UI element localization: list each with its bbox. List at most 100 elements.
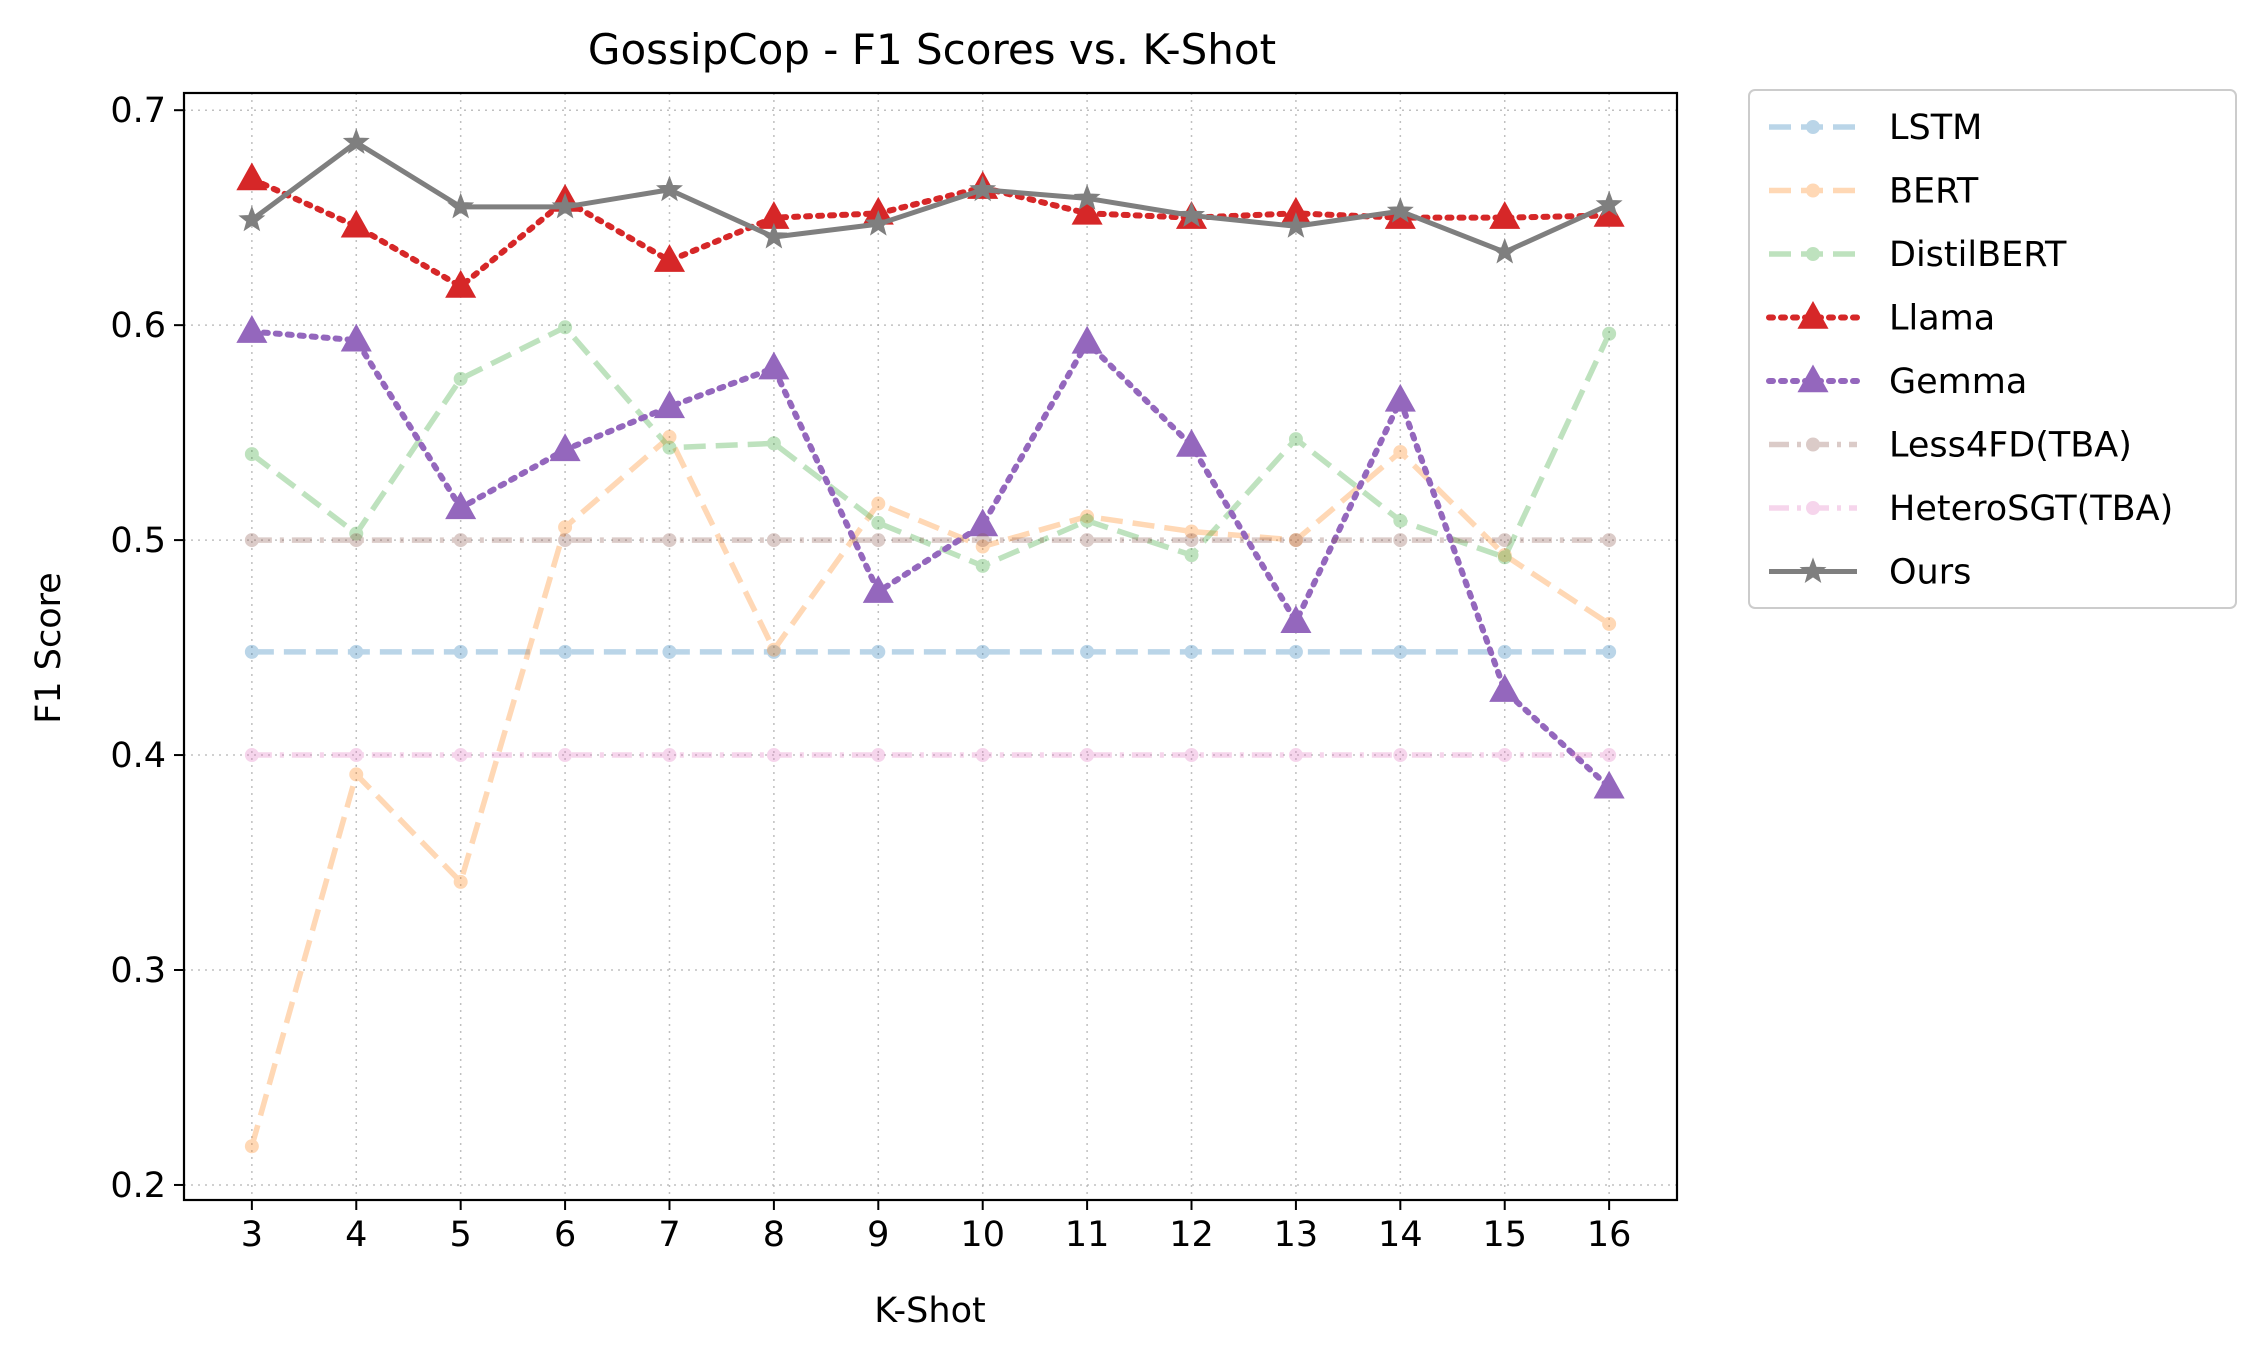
legend-label: Ours — [1889, 553, 1971, 593]
legend-label: LSTM — [1889, 108, 1982, 148]
x-tick-label: 11 — [1065, 1215, 1110, 1255]
data-point-ours — [760, 222, 788, 249]
series-bert — [244, 429, 1617, 1154]
legend-marker — [1806, 437, 1820, 452]
data-point-less4fd-tba — [1497, 533, 1512, 548]
data-point-less4fd-tba — [662, 533, 677, 548]
data-point-lstm — [558, 644, 573, 659]
legend-label: Llama — [1889, 299, 1995, 339]
legend-label: Less4FD(TBA) — [1889, 426, 2132, 466]
y-tick-label: 0.4 — [110, 736, 166, 776]
x-tick-label: 12 — [1169, 1215, 1214, 1255]
series-layer — [236, 128, 1625, 1154]
data-point-llama — [236, 162, 268, 191]
legend-label: DistilBERT — [1889, 235, 2067, 275]
x-axis-label: K-Shot — [874, 1291, 985, 1331]
x-tick-label: 16 — [1587, 1215, 1632, 1255]
data-point-heterosgt-tba — [1497, 748, 1512, 763]
data-point-heterosgt-tba — [1288, 748, 1303, 763]
x-axis: 3 4 5 6 7 8 9 10 11 12 13 14 15 16 — [241, 1200, 1632, 1255]
legend-marker — [1806, 501, 1820, 515]
legend-item-lstm — [1769, 120, 1857, 134]
y-tick-label: 0.3 — [110, 951, 166, 991]
legend: LSTM BERT DistilBERT Llama Gemma Less4FD(TBA)… — [1748, 89, 2237, 609]
data-point-heterosgt-tba — [1602, 748, 1617, 763]
data-point-bert — [1288, 533, 1303, 548]
legend-item-ours — [1769, 557, 1857, 583]
x-tick-label: 15 — [1482, 1215, 1527, 1255]
data-point-ours — [1386, 197, 1414, 223]
data-point-distilbert — [1080, 513, 1095, 528]
data-point-llama — [1071, 196, 1103, 225]
data-point-heterosgt-tba — [766, 748, 781, 763]
x-tick-label: 5 — [450, 1215, 472, 1255]
data-point-heterosgt-tba — [1080, 748, 1095, 763]
legend-item-distilbert — [1769, 247, 1857, 261]
data-point-bert — [453, 874, 468, 889]
x-tick-label: 3 — [241, 1215, 263, 1255]
legend-label: Gemma — [1889, 362, 2027, 402]
data-point-distilbert — [453, 371, 468, 386]
data-point-distilbert — [349, 526, 364, 541]
data-point-gemma — [1175, 428, 1208, 457]
data-point-ours — [1595, 190, 1623, 217]
data-point-gemma — [862, 575, 894, 603]
data-point-distilbert — [1602, 326, 1617, 341]
y-tick-label: 0.2 — [110, 1166, 166, 1206]
y-axis: 0.2 0.3 0.4 0.5 0.6 0.7 — [110, 91, 184, 1206]
data-point-lstm — [871, 644, 886, 659]
data-point-less4fd-tba — [1184, 533, 1199, 548]
data-point-lstm — [1184, 644, 1199, 659]
data-point-distilbert — [1393, 513, 1408, 528]
data-point-llama — [1489, 201, 1521, 229]
data-point-gemma — [1071, 325, 1103, 354]
data-point-distilbert — [975, 558, 990, 573]
legend-item-less4fd-tba — [1769, 437, 1857, 452]
data-point-gemma — [340, 323, 372, 352]
data-point-heterosgt-tba — [244, 748, 259, 763]
data-point-lstm — [662, 644, 677, 659]
data-point-gemma — [445, 491, 477, 520]
data-point-heterosgt-tba — [662, 748, 677, 763]
data-point-less4fd-tba — [244, 533, 259, 548]
data-point-less4fd-tba — [349, 533, 364, 548]
data-point-bert — [975, 539, 990, 554]
chart-title: GossipCop - F1 Scores vs. K-Shot — [588, 25, 1276, 74]
data-point-heterosgt-tba — [1184, 748, 1199, 763]
data-point-gemma — [1384, 383, 1416, 412]
legend-label: HeteroSGT(TBA) — [1889, 489, 2173, 529]
data-point-ours — [969, 175, 997, 202]
data-point-heterosgt-tba — [453, 748, 468, 763]
y-tick-label: 0.6 — [110, 306, 166, 346]
data-point-heterosgt-tba — [975, 748, 990, 763]
data-point-lstm — [1080, 644, 1095, 659]
x-tick-label: 10 — [960, 1215, 1005, 1255]
legend-frame — [1748, 89, 2237, 609]
data-point-gemma — [549, 433, 581, 462]
series-line-llama — [248, 175, 1613, 290]
legend-marker — [1806, 247, 1820, 261]
data-point-bert — [244, 1139, 259, 1154]
data-point-less4fd-tba — [1080, 533, 1095, 548]
data-point-gemma — [653, 390, 686, 419]
data-point-bert — [766, 642, 781, 657]
data-point-ours — [864, 209, 892, 236]
data-point-heterosgt-tba — [871, 748, 886, 763]
y-axis-label: F1 Score — [29, 572, 69, 724]
data-point-lstm — [1602, 644, 1617, 659]
data-point-ours — [1491, 237, 1519, 264]
legend-items: LSTM BERT DistilBERT Llama Gemma Less4FD(TBA)… — [1766, 108, 2173, 593]
data-point-gemma — [236, 315, 268, 343]
data-point-bert — [349, 767, 364, 782]
legend-item-heterosgt-tba — [1769, 501, 1857, 515]
data-point-lstm — [244, 644, 259, 659]
data-point-lstm — [1497, 644, 1512, 659]
legend-item-bert — [1769, 183, 1857, 198]
x-tick-label: 7 — [658, 1215, 680, 1255]
legend-item-llama — [1766, 300, 1860, 329]
x-tick-label: 9 — [867, 1215, 889, 1255]
series-heterosgt-tba — [244, 748, 1617, 763]
data-point-distilbert — [766, 436, 781, 451]
data-point-llama — [445, 269, 477, 298]
data-point-less4fd-tba — [871, 533, 886, 548]
